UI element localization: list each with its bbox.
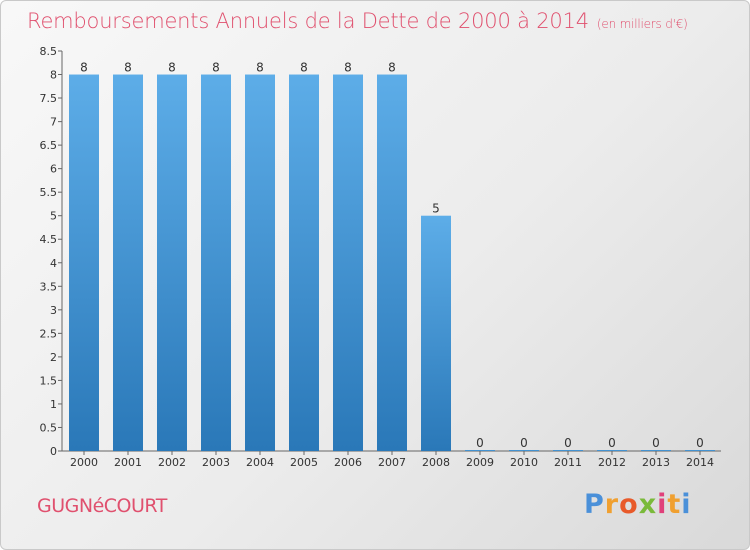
logo-letter: i [657, 489, 668, 520]
data-label: 8 [344, 61, 352, 75]
data-label: 0 [608, 436, 616, 450]
y-tick-label: 7.5 [40, 92, 58, 105]
x-tick-label: 2007 [378, 456, 406, 469]
x-tick-label: 2002 [158, 456, 186, 469]
data-label: 8 [168, 61, 176, 75]
y-tick-label: 4 [50, 257, 57, 270]
y-tick-label: 3.5 [40, 280, 58, 293]
bar [69, 74, 99, 451]
x-tick-label: 2008 [422, 456, 450, 469]
y-tick-label: 1.5 [40, 374, 58, 387]
y-tick-label: 2.5 [40, 327, 58, 340]
y-tick-label: 8 [50, 69, 57, 82]
y-tick-label: 2 [50, 351, 57, 364]
bar [377, 74, 407, 451]
chart-unit-note: (en milliers d'€) [596, 17, 688, 31]
y-tick-label: 4.5 [40, 233, 58, 246]
y-tick-label: 1 [50, 398, 57, 411]
data-label: 8 [300, 61, 308, 75]
logo-letter: r [604, 489, 620, 520]
bar [245, 74, 275, 451]
proxiti-logo: Proxiti [584, 489, 692, 520]
x-tick-label: 2010 [510, 456, 538, 469]
y-tick-label: 8.5 [40, 45, 58, 58]
data-label: 5 [432, 202, 440, 216]
bar [641, 450, 671, 451]
logo-letter: t [667, 489, 682, 520]
chart-title-text: Remboursements Annuels de la Dette de 20… [27, 9, 589, 33]
x-tick-label: 2009 [466, 456, 494, 469]
y-tick-label: 0 [50, 445, 57, 458]
bar [157, 74, 187, 451]
bar [553, 450, 583, 451]
bar [201, 74, 231, 451]
data-label: 8 [124, 61, 132, 75]
data-label: 8 [388, 61, 396, 75]
logo-letter: x [638, 489, 658, 520]
y-tick-label: 7 [50, 116, 57, 129]
x-tick-label: 2001 [114, 456, 142, 469]
x-tick-label: 2013 [642, 456, 670, 469]
bar [333, 74, 363, 451]
chart-title: Remboursements Annuels de la Dette de 20… [27, 9, 688, 33]
bar [465, 450, 495, 451]
x-tick-label: 2003 [202, 456, 230, 469]
y-tick-label: 3 [50, 304, 57, 317]
commune-name: GUGNéCOURT [37, 495, 167, 517]
y-tick-label: 6.5 [40, 139, 58, 152]
x-tick-label: 2006 [334, 456, 362, 469]
bar [289, 74, 319, 451]
y-tick-label: 0.5 [40, 421, 58, 434]
bar [421, 215, 451, 451]
data-label: 8 [256, 61, 264, 75]
data-label: 8 [80, 61, 88, 75]
data-label: 8 [212, 61, 220, 75]
bar [509, 450, 539, 451]
x-tick-label: 2004 [246, 456, 274, 469]
data-label: 0 [564, 436, 572, 450]
x-tick-label: 2011 [554, 456, 582, 469]
logo-letter: i [681, 489, 692, 520]
bar [113, 74, 143, 451]
data-label: 0 [476, 436, 484, 450]
logo-letter: P [584, 489, 605, 520]
x-tick-label: 2000 [70, 456, 98, 469]
x-tick-label: 2014 [686, 456, 714, 469]
data-label: 0 [652, 436, 660, 450]
x-tick-label: 2012 [598, 456, 626, 469]
bar [597, 450, 627, 451]
y-tick-label: 5.5 [40, 186, 58, 199]
data-label: 0 [696, 436, 704, 450]
logo-letter: o [619, 489, 639, 520]
y-tick-label: 5 [50, 210, 57, 223]
data-label: 0 [520, 436, 528, 450]
x-tick-label: 2005 [290, 456, 318, 469]
bar [685, 450, 715, 451]
y-tick-label: 6 [50, 163, 57, 176]
